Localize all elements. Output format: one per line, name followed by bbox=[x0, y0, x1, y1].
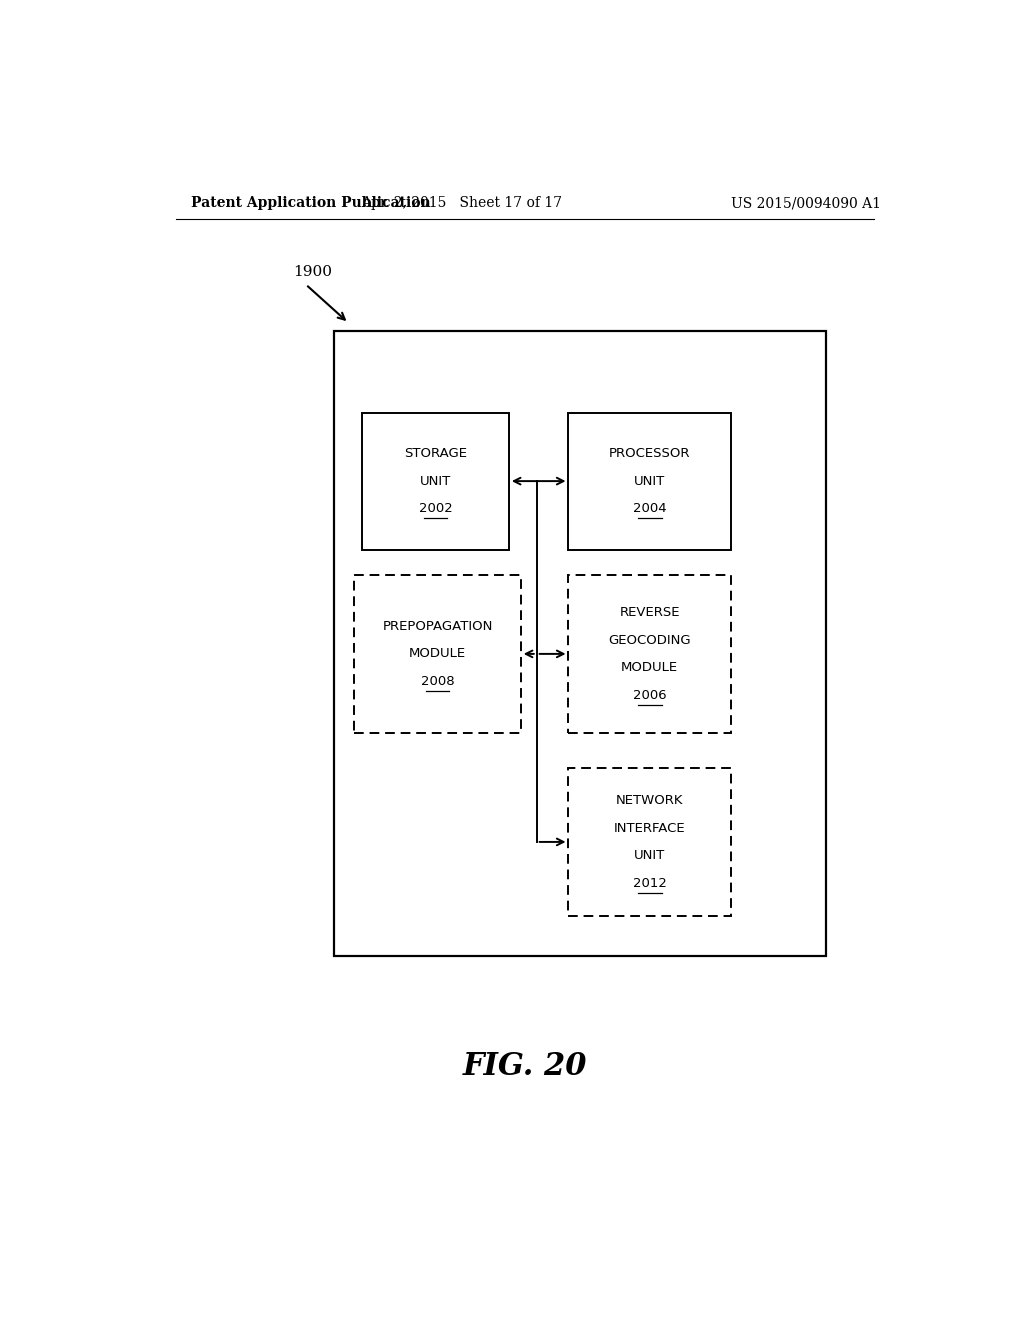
Bar bbox=[568, 576, 731, 733]
Text: UNIT: UNIT bbox=[634, 475, 666, 487]
Text: PREPOPAGATION: PREPOPAGATION bbox=[382, 620, 493, 634]
Text: 2012: 2012 bbox=[633, 876, 667, 890]
Text: GEOCODING: GEOCODING bbox=[608, 634, 691, 647]
Text: 2002: 2002 bbox=[419, 502, 453, 515]
Text: PROCESSOR: PROCESSOR bbox=[609, 447, 690, 461]
Text: 1900: 1900 bbox=[293, 265, 332, 280]
Text: UNIT: UNIT bbox=[420, 475, 452, 487]
Text: Patent Application Publication: Patent Application Publication bbox=[191, 197, 431, 210]
Text: STORAGE: STORAGE bbox=[404, 447, 467, 461]
Text: REVERSE: REVERSE bbox=[620, 606, 680, 619]
Text: 2008: 2008 bbox=[421, 675, 455, 688]
Bar bbox=[362, 413, 509, 549]
Text: 2004: 2004 bbox=[633, 502, 667, 515]
Text: UNIT: UNIT bbox=[634, 849, 666, 862]
Text: INTERFACE: INTERFACE bbox=[614, 822, 686, 834]
Text: MODULE: MODULE bbox=[622, 661, 678, 675]
Text: 2006: 2006 bbox=[633, 689, 667, 701]
Text: US 2015/0094090 A1: US 2015/0094090 A1 bbox=[731, 197, 881, 210]
Bar bbox=[568, 413, 731, 549]
Bar bbox=[334, 331, 826, 956]
Text: MODULE: MODULE bbox=[409, 647, 466, 660]
Bar bbox=[568, 768, 731, 916]
Text: Apr. 2, 2015   Sheet 17 of 17: Apr. 2, 2015 Sheet 17 of 17 bbox=[360, 197, 562, 210]
Text: NETWORK: NETWORK bbox=[616, 795, 684, 808]
Bar bbox=[354, 576, 521, 733]
Text: FIG. 20: FIG. 20 bbox=[463, 1051, 587, 1081]
